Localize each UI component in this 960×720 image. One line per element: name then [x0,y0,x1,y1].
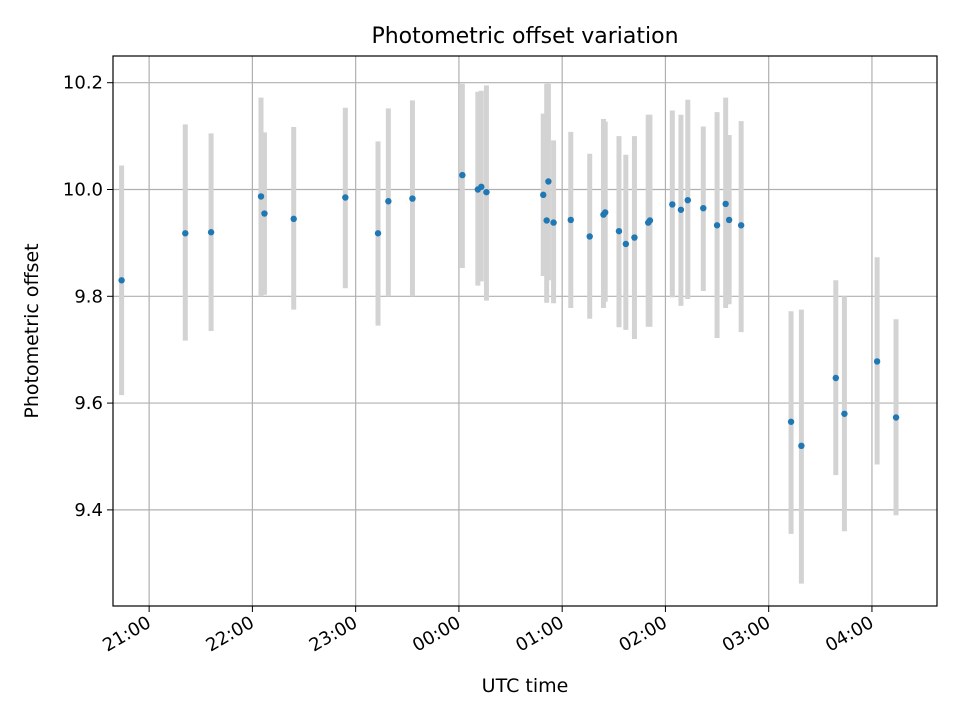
data-point [385,198,392,205]
x-tick-label: 22:00 [202,612,257,656]
data-point [798,442,805,450]
data-point [540,191,547,199]
errorbar-layer [119,83,899,584]
data-point [374,230,382,237]
data-point [713,222,721,229]
data-point [677,206,685,213]
y-tick-label: 10.0 [63,179,103,200]
data-point [622,240,630,248]
data-point [478,183,485,191]
data-point [543,217,550,224]
chart-title: Photometric offset variation [371,24,678,49]
data-point [725,216,733,224]
x-tick-label: 03:00 [719,612,774,656]
data-point [342,194,349,201]
data-point [257,193,265,200]
grid-layer [113,56,937,606]
x-tick-label: 01:00 [512,612,567,656]
data-point [615,227,623,235]
x-tick-label: 04:00 [822,612,877,656]
data-point [646,217,654,224]
x-tick-label: 23:00 [306,612,361,656]
point-layer [118,171,900,450]
plot-frame [112,55,938,607]
data-point [669,201,676,208]
y-tick-label: 9.6 [74,393,103,414]
y-axis-label: Photometric offset [21,243,43,418]
data-point [118,277,125,284]
data-point [873,358,881,365]
x-axis-label: UTC time [482,675,569,697]
data-point [483,188,490,196]
data-point [459,171,466,179]
data-point [832,374,840,382]
y-tick-label: 9.4 [74,500,103,521]
data-point [261,210,268,217]
data-point [787,418,795,425]
data-point [892,414,900,421]
x-tick-label: 21:00 [99,612,154,656]
y-tick-label: 10.2 [63,73,103,94]
data-point [182,230,189,237]
y-tick-label: 9.8 [74,286,103,307]
data-point [722,200,729,208]
x-tick-label: 02:00 [616,612,671,656]
data-point [290,215,297,223]
data-point [700,204,707,212]
data-point [567,216,574,224]
data-point [409,195,416,202]
x-tick-label: 00:00 [409,612,464,656]
data-point [684,196,692,204]
data-point [841,410,848,417]
data-point [545,178,552,185]
data-point [207,229,215,236]
data-point [601,209,609,216]
data-point [586,233,593,240]
data-point [550,219,557,226]
data-point [737,222,745,229]
data-point [631,234,638,241]
